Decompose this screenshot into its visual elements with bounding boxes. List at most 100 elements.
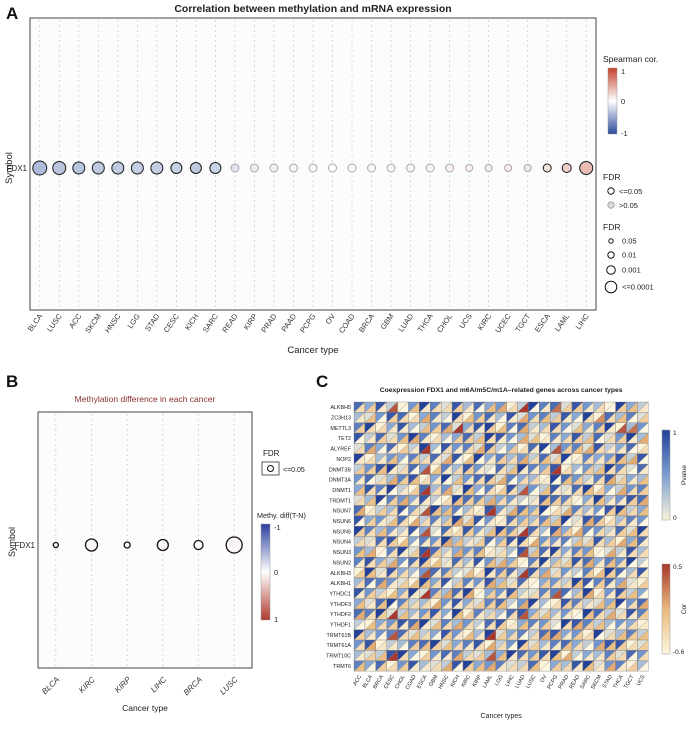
legend-tick: 1: [621, 67, 625, 76]
cancer-label-LGG: LGG: [494, 674, 505, 687]
gene-label-TRMT6: TRMT6: [333, 664, 351, 670]
legend-fdr-sig-dot: [607, 187, 615, 195]
correlation-dot-SARC: [209, 162, 222, 174]
x-tick-ESCA: ESCA: [533, 312, 552, 334]
cancer-label-KICH: KICH: [450, 674, 462, 688]
correlation-dot-COAD: [347, 163, 357, 173]
panel-b-title: Methylation difference in each cancer: [75, 394, 216, 404]
correlation-dot-KICH: [189, 162, 202, 174]
correlation-dot-READ: [230, 163, 240, 173]
y-tick-fdx1: FDX1: [15, 541, 36, 550]
legend-item: <=0.0001: [622, 283, 654, 292]
gene-label-DNMT1: DNMT1: [332, 488, 351, 494]
legend-size-dot: [607, 251, 615, 259]
gene-label-NOP2: NOP2: [336, 457, 351, 463]
gene-label-YTHDF1: YTHDF1: [330, 623, 351, 629]
correlation-dot-LUSC: [52, 161, 67, 175]
legend-fdr-key-dot: [267, 465, 274, 472]
gene-label-DNMT3B: DNMT3B: [329, 467, 352, 473]
methy-dot-LUSC: [225, 536, 243, 554]
x-tick-LIHC: LIHC: [574, 312, 592, 332]
y-axis-label: Symbol: [4, 152, 15, 184]
x-tick-TGCT: TGCT: [513, 312, 532, 334]
methy-dot-BRCA: [193, 539, 204, 551]
correlation-dot-LGG: [130, 161, 144, 175]
heatmap-cells: [353, 401, 649, 672]
legend-tick: 0: [621, 97, 625, 106]
panel-a-label: A: [6, 4, 19, 23]
legend-fdr-nonsig-dot: [607, 201, 615, 209]
legend-pvalue-title: Pvalue: [681, 465, 688, 485]
cancer-label-SKCM: SKCM: [590, 674, 603, 691]
correlation-dot-KIRC: [484, 164, 493, 172]
gene-label-TET2: TET2: [338, 436, 351, 442]
gene-label-ZC3H13: ZC3H13: [331, 416, 351, 422]
x-tick-BRCA: BRCA: [182, 675, 204, 697]
x-tick-PRAD: PRAD: [259, 312, 279, 335]
correlation-dot-KIRP: [249, 163, 259, 173]
x-tick-LUSC: LUSC: [218, 675, 240, 697]
x-tick-OV: OV: [324, 312, 338, 326]
methy-dot-BLCA: [52, 541, 59, 549]
gene-label-TRMT61B: TRMT61B: [326, 633, 351, 639]
x-tick-LIHC: LIHC: [149, 675, 168, 694]
legend-tick: 0: [673, 515, 677, 522]
gene-label-NSUN4: NSUN4: [333, 540, 351, 546]
gene-label-YTHDF2: YTHDF2: [330, 612, 351, 618]
x-tick-PCPG: PCPG: [298, 312, 318, 335]
x-tick-CESC: CESC: [162, 312, 182, 335]
x-tick-BRCA: BRCA: [357, 312, 376, 334]
correlation-dot-CESC: [170, 162, 183, 174]
correlation-dot-OV: [328, 163, 338, 173]
panel-b-methylation-diff-plot: Methylation difference in each cancer BLC…: [7, 394, 306, 713]
x-tick-SKCM: SKCM: [83, 312, 103, 335]
correlation-dot-CHOL: [445, 163, 455, 173]
legend-size-dot: [604, 280, 618, 294]
cancer-label-COAD: COAD: [405, 674, 418, 691]
correlation-dot-UCS: [465, 164, 474, 172]
cancer-label-KIRC: KIRC: [461, 674, 473, 688]
gene-label-DNMT3A: DNMT3A: [329, 478, 352, 484]
legend-fdr-fill-title: FDR: [603, 172, 620, 182]
panel-b-label: B: [6, 372, 19, 391]
correlation-dot-LAML: [561, 163, 572, 173]
gene-label-ALKBH1: ALKBH1: [330, 581, 351, 587]
x-tick-ACC: ACC: [67, 312, 84, 331]
legend-tick: 0.5: [673, 564, 682, 571]
x-axis-label: Cancer types: [481, 713, 523, 720]
cancer-label-LAML: LAML: [482, 674, 494, 689]
panel-c-label: C: [316, 372, 329, 391]
correlation-dot-PAAD: [288, 163, 298, 173]
cancer-label-OV: OV: [539, 674, 548, 684]
correlation-dot-PRAD: [269, 163, 279, 173]
correlation-dot-ESCA: [542, 163, 552, 173]
x-tick-LUSC: LUSC: [45, 312, 64, 334]
legend-methy-gradient: [260, 523, 271, 621]
panel-a-correlation-plot: Correlation between methylation and mRNA…: [4, 3, 658, 356]
correlation-dot-PCPG: [308, 163, 318, 173]
x-tick-BLCA: BLCA: [40, 675, 61, 696]
legend-pvalue-gradient: [661, 429, 671, 521]
panel-a-dots: [32, 20, 594, 308]
legend-item: 0.05: [622, 237, 637, 246]
x-tick-LUAD: LUAD: [396, 312, 415, 334]
cancer-label-LUSC: LUSC: [525, 674, 537, 690]
gene-label-ALKBH3: ALKBH3: [330, 571, 351, 577]
x-tick-HNSC: HNSC: [103, 312, 123, 335]
methy-dot-LIHC: [156, 538, 169, 552]
gene-label-NSUN7: NSUN7: [333, 509, 351, 515]
x-tick-SARC: SARC: [201, 312, 221, 335]
gene-label-ALYREF: ALYREF: [330, 447, 351, 453]
legend-tick: -1: [274, 523, 281, 532]
legend-size-dot: [606, 265, 616, 275]
gene-label-TRDMT1: TRDMT1: [329, 498, 351, 504]
x-tick-COAD: COAD: [337, 312, 357, 335]
legend-spearman-title: Spearman cor.: [603, 54, 658, 64]
correlation-dot-ACC: [72, 161, 86, 175]
legend-tick: 0: [274, 568, 278, 577]
correlation-dot-BLCA: [32, 160, 48, 176]
correlation-dot-TGCT: [523, 164, 532, 172]
x-tick-KIRC: KIRC: [77, 675, 97, 695]
panel-b-box: [37, 411, 253, 669]
